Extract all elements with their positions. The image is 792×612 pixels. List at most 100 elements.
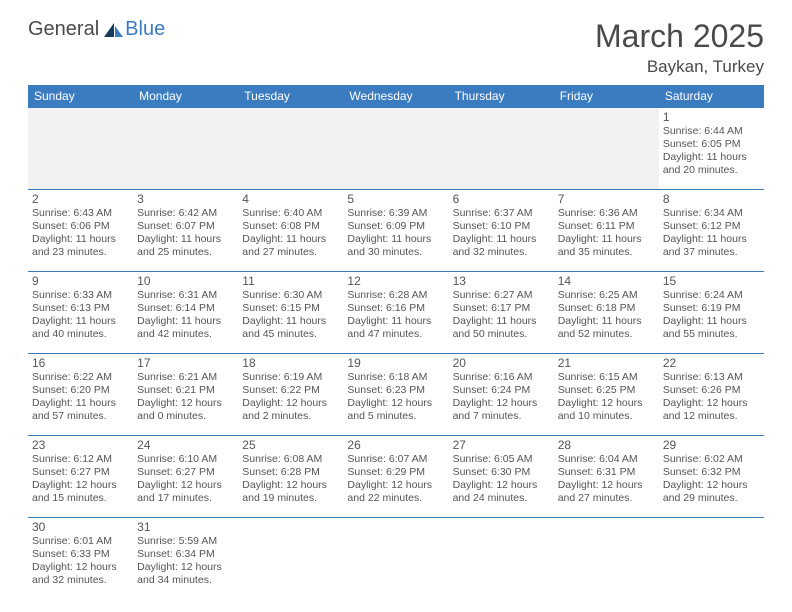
calendar-cell: 19Sunrise: 6:18 AMSunset: 6:23 PMDayligh…: [343, 354, 448, 436]
day-number: 2: [32, 192, 129, 206]
day-header: Friday: [554, 85, 659, 108]
calendar-cell: 30Sunrise: 6:01 AMSunset: 6:33 PMDayligh…: [28, 518, 133, 600]
calendar-cell: 11Sunrise: 6:30 AMSunset: 6:15 PMDayligh…: [238, 272, 343, 354]
calendar-cell: [449, 518, 554, 600]
day-number: 3: [137, 192, 234, 206]
calendar-cell: [554, 518, 659, 600]
title-block: March 2025 Baykan, Turkey: [595, 18, 764, 77]
calendar-cell: 10Sunrise: 6:31 AMSunset: 6:14 PMDayligh…: [133, 272, 238, 354]
day-info: Sunrise: 6:27 AMSunset: 6:17 PMDaylight:…: [453, 289, 550, 342]
day-number: 18: [242, 356, 339, 370]
day-info: Sunrise: 6:07 AMSunset: 6:29 PMDaylight:…: [347, 453, 444, 506]
day-info: Sunrise: 6:24 AMSunset: 6:19 PMDaylight:…: [663, 289, 760, 342]
day-number: 14: [558, 274, 655, 288]
calendar-cell: 14Sunrise: 6:25 AMSunset: 6:18 PMDayligh…: [554, 272, 659, 354]
day-info: Sunrise: 6:39 AMSunset: 6:09 PMDaylight:…: [347, 207, 444, 260]
day-number: 31: [137, 520, 234, 534]
day-info: Sunrise: 5:59 AMSunset: 6:34 PMDaylight:…: [137, 535, 234, 588]
calendar-cell: 29Sunrise: 6:02 AMSunset: 6:32 PMDayligh…: [659, 436, 764, 518]
calendar-cell: 2Sunrise: 6:43 AMSunset: 6:06 PMDaylight…: [28, 190, 133, 272]
calendar-cell: 18Sunrise: 6:19 AMSunset: 6:22 PMDayligh…: [238, 354, 343, 436]
day-number: 27: [453, 438, 550, 452]
day-info: Sunrise: 6:44 AMSunset: 6:05 PMDaylight:…: [663, 125, 760, 178]
day-number: 23: [32, 438, 129, 452]
day-info: Sunrise: 6:08 AMSunset: 6:28 PMDaylight:…: [242, 453, 339, 506]
day-info: Sunrise: 6:13 AMSunset: 6:26 PMDaylight:…: [663, 371, 760, 424]
calendar-cell: 22Sunrise: 6:13 AMSunset: 6:26 PMDayligh…: [659, 354, 764, 436]
calendar-cell: 23Sunrise: 6:12 AMSunset: 6:27 PMDayligh…: [28, 436, 133, 518]
calendar-row: 2Sunrise: 6:43 AMSunset: 6:06 PMDaylight…: [28, 190, 764, 272]
day-number: 24: [137, 438, 234, 452]
day-number: 30: [32, 520, 129, 534]
logo-text-general: General: [28, 18, 99, 41]
calendar-cell: 12Sunrise: 6:28 AMSunset: 6:16 PMDayligh…: [343, 272, 448, 354]
calendar-cell: 27Sunrise: 6:05 AMSunset: 6:30 PMDayligh…: [449, 436, 554, 518]
day-number: 17: [137, 356, 234, 370]
calendar-cell: 25Sunrise: 6:08 AMSunset: 6:28 PMDayligh…: [238, 436, 343, 518]
calendar-cell: 17Sunrise: 6:21 AMSunset: 6:21 PMDayligh…: [133, 354, 238, 436]
day-info: Sunrise: 6:34 AMSunset: 6:12 PMDaylight:…: [663, 207, 760, 260]
day-info: Sunrise: 6:25 AMSunset: 6:18 PMDaylight:…: [558, 289, 655, 342]
calendar-row: 23Sunrise: 6:12 AMSunset: 6:27 PMDayligh…: [28, 436, 764, 518]
day-info: Sunrise: 6:04 AMSunset: 6:31 PMDaylight:…: [558, 453, 655, 506]
day-number: 5: [347, 192, 444, 206]
day-info: Sunrise: 6:19 AMSunset: 6:22 PMDaylight:…: [242, 371, 339, 424]
logo-text-blue: Blue: [125, 18, 165, 41]
day-info: Sunrise: 6:42 AMSunset: 6:07 PMDaylight:…: [137, 207, 234, 260]
day-info: Sunrise: 6:05 AMSunset: 6:30 PMDaylight:…: [453, 453, 550, 506]
day-info: Sunrise: 6:12 AMSunset: 6:27 PMDaylight:…: [32, 453, 129, 506]
calendar-cell: [659, 518, 764, 600]
day-info: Sunrise: 6:02 AMSunset: 6:32 PMDaylight:…: [663, 453, 760, 506]
calendar-body: 1Sunrise: 6:44 AMSunset: 6:05 PMDaylight…: [28, 108, 764, 600]
day-number: 19: [347, 356, 444, 370]
calendar-cell: 31Sunrise: 5:59 AMSunset: 6:34 PMDayligh…: [133, 518, 238, 600]
calendar-cell: 8Sunrise: 6:34 AMSunset: 6:12 PMDaylight…: [659, 190, 764, 272]
calendar-cell: [554, 108, 659, 190]
calendar-cell: 20Sunrise: 6:16 AMSunset: 6:24 PMDayligh…: [449, 354, 554, 436]
day-number: 28: [558, 438, 655, 452]
day-info: Sunrise: 6:30 AMSunset: 6:15 PMDaylight:…: [242, 289, 339, 342]
header: General Blue March 2025 Baykan, Turkey: [28, 18, 764, 77]
day-number: 12: [347, 274, 444, 288]
calendar-cell: 28Sunrise: 6:04 AMSunset: 6:31 PMDayligh…: [554, 436, 659, 518]
calendar-cell: 21Sunrise: 6:15 AMSunset: 6:25 PMDayligh…: [554, 354, 659, 436]
calendar-head: SundayMondayTuesdayWednesdayThursdayFrid…: [28, 85, 764, 108]
day-number: 20: [453, 356, 550, 370]
day-number: 25: [242, 438, 339, 452]
location: Baykan, Turkey: [595, 57, 764, 77]
day-number: 16: [32, 356, 129, 370]
day-header: Saturday: [659, 85, 764, 108]
day-number: 10: [137, 274, 234, 288]
day-number: 8: [663, 192, 760, 206]
day-info: Sunrise: 6:22 AMSunset: 6:20 PMDaylight:…: [32, 371, 129, 424]
day-number: 9: [32, 274, 129, 288]
day-header: Tuesday: [238, 85, 343, 108]
day-info: Sunrise: 6:16 AMSunset: 6:24 PMDaylight:…: [453, 371, 550, 424]
sail-icon: [102, 21, 124, 39]
calendar-cell: 1Sunrise: 6:44 AMSunset: 6:05 PMDaylight…: [659, 108, 764, 190]
calendar-row: 16Sunrise: 6:22 AMSunset: 6:20 PMDayligh…: [28, 354, 764, 436]
day-info: Sunrise: 6:21 AMSunset: 6:21 PMDaylight:…: [137, 371, 234, 424]
day-number: 29: [663, 438, 760, 452]
calendar-cell: 15Sunrise: 6:24 AMSunset: 6:19 PMDayligh…: [659, 272, 764, 354]
calendar-cell: [133, 108, 238, 190]
day-number: 21: [558, 356, 655, 370]
day-info: Sunrise: 6:33 AMSunset: 6:13 PMDaylight:…: [32, 289, 129, 342]
calendar-cell: 26Sunrise: 6:07 AMSunset: 6:29 PMDayligh…: [343, 436, 448, 518]
day-number: 22: [663, 356, 760, 370]
day-number: 6: [453, 192, 550, 206]
calendar-cell: [449, 108, 554, 190]
day-info: Sunrise: 6:10 AMSunset: 6:27 PMDaylight:…: [137, 453, 234, 506]
day-number: 13: [453, 274, 550, 288]
day-number: 1: [663, 110, 760, 124]
day-header: Wednesday: [343, 85, 448, 108]
day-number: 26: [347, 438, 444, 452]
calendar-cell: [238, 518, 343, 600]
day-info: Sunrise: 6:40 AMSunset: 6:08 PMDaylight:…: [242, 207, 339, 260]
day-header-row: SundayMondayTuesdayWednesdayThursdayFrid…: [28, 85, 764, 108]
day-info: Sunrise: 6:28 AMSunset: 6:16 PMDaylight:…: [347, 289, 444, 342]
calendar-cell: 4Sunrise: 6:40 AMSunset: 6:08 PMDaylight…: [238, 190, 343, 272]
day-info: Sunrise: 6:43 AMSunset: 6:06 PMDaylight:…: [32, 207, 129, 260]
day-number: 4: [242, 192, 339, 206]
day-header: Sunday: [28, 85, 133, 108]
